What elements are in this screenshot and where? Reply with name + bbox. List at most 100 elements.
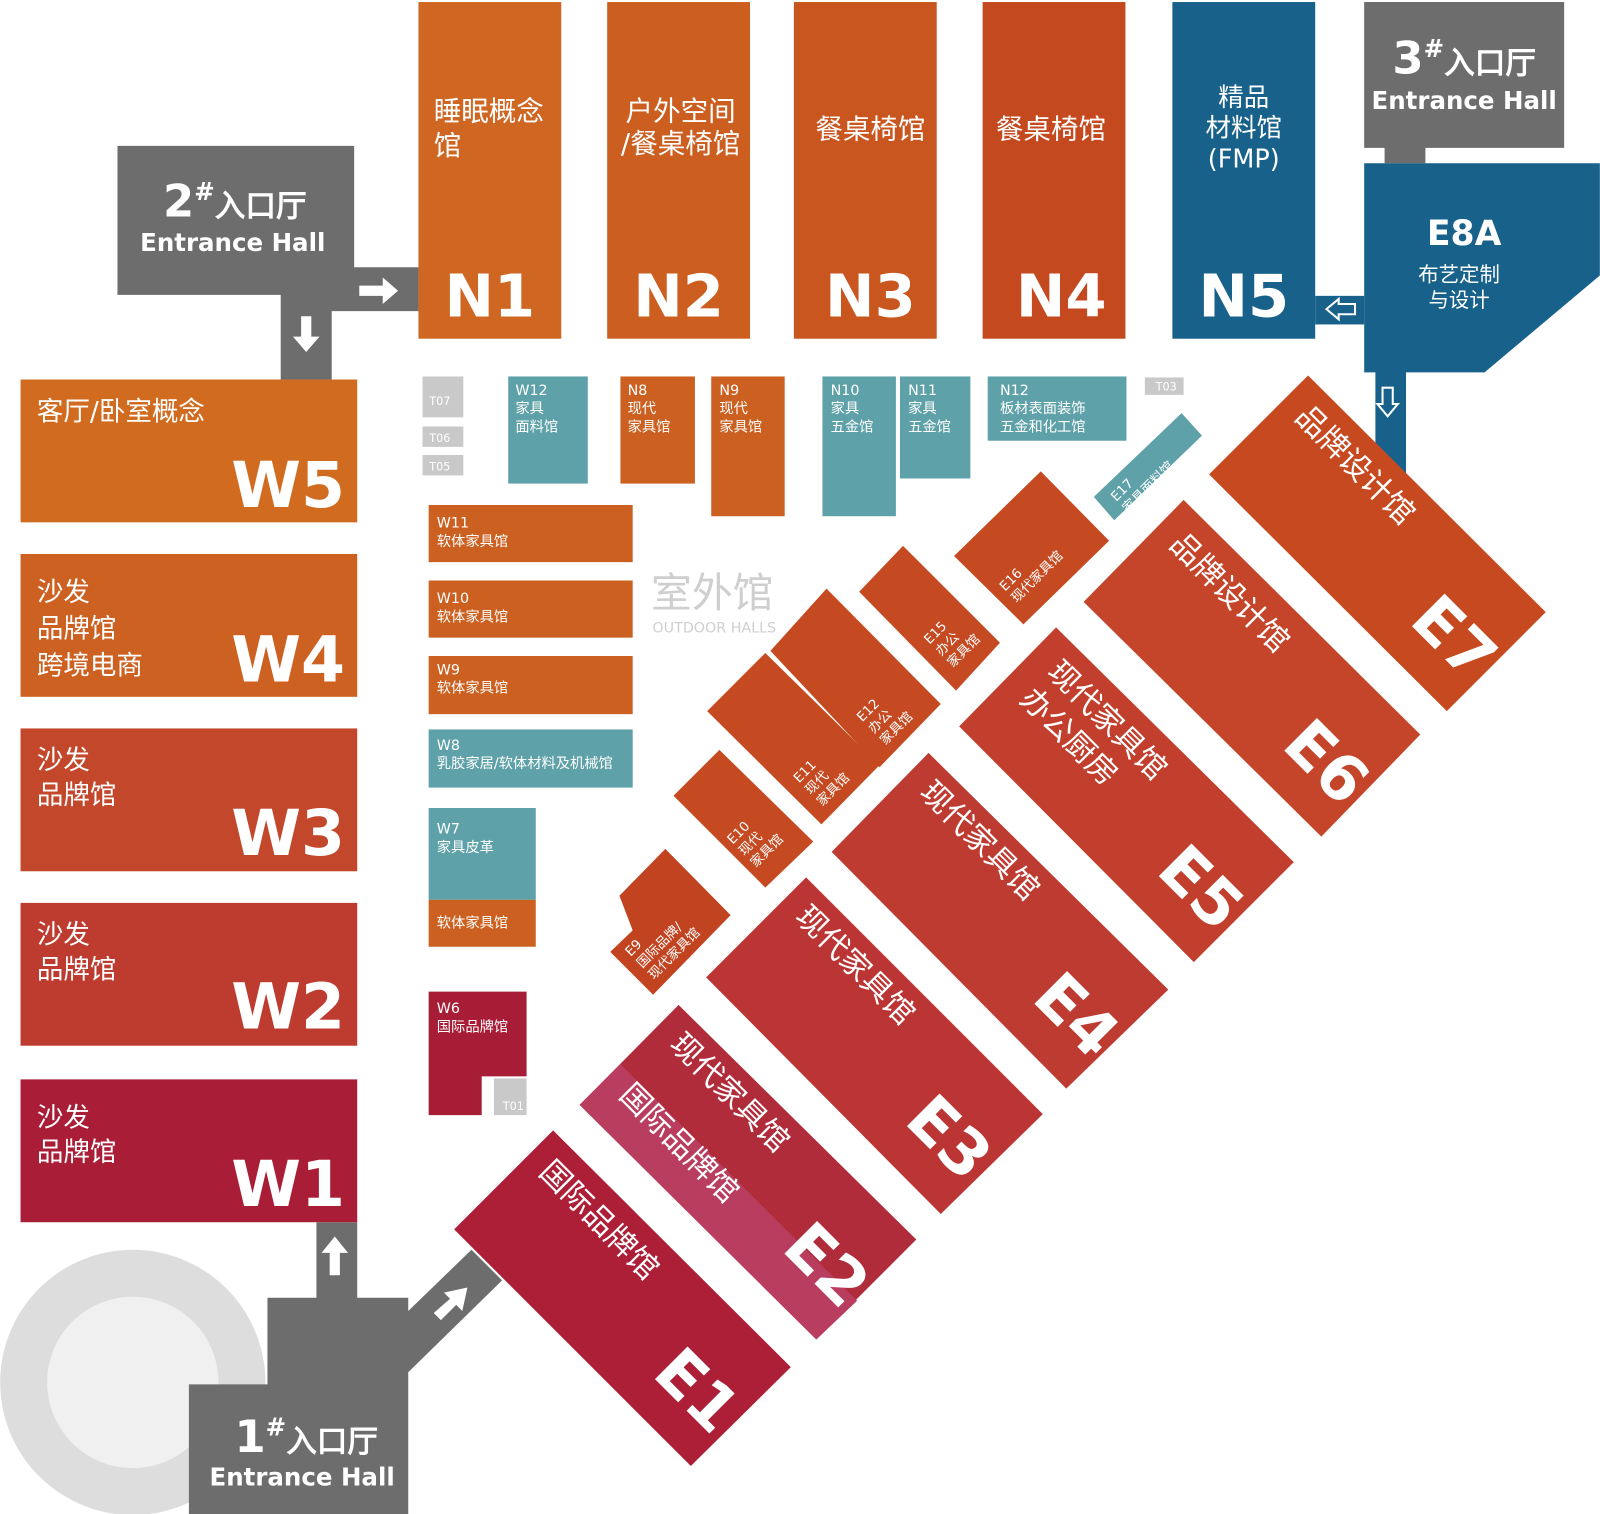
hall: W11 软体家具馆: [428, 505, 633, 563]
hall-shape: [20, 553, 358, 697]
hall-label: 乳胶家居/软体材料及机械馆: [437, 755, 613, 772]
arrow: [1324, 296, 1357, 322]
hall-shape: [20, 1079, 358, 1223]
hall-shape: [1172, 2, 1316, 339]
roundabout: [0, 1249, 266, 1514]
hall-label: 沙发: [37, 1102, 90, 1133]
hall-code: W1: [231, 1147, 345, 1221]
hall-label: N11: [908, 383, 937, 399]
hall-label: N12: [1000, 383, 1029, 399]
hall-shape: [859, 545, 1000, 691]
hall-shape: [610, 848, 731, 995]
entrance-en: Entrance Hall: [210, 1462, 395, 1491]
hall-shape: [428, 580, 633, 638]
hall-shape: [422, 426, 464, 447]
hall-shape: [673, 749, 814, 888]
hall-label: 精品: [1218, 83, 1269, 113]
entrance-name: 入口厅: [215, 189, 307, 224]
hall-shape: [899, 376, 971, 479]
hall-shape: [987, 376, 1127, 441]
hall: T06: [422, 426, 464, 447]
hall-label: 与设计: [1428, 288, 1489, 312]
entrance-title: 3#入口厅: [1392, 31, 1536, 84]
hall-label: N9: [719, 383, 739, 399]
hall-shape: [493, 1078, 527, 1116]
hall-label: 品牌馆: [37, 614, 117, 645]
hall-label: 跨境电商: [37, 650, 143, 681]
hall-label: 板材表面装饰: [1000, 400, 1086, 417]
hall-shape: [831, 752, 1169, 1089]
outdoor-subtitle: OUTDOOR HALLS: [652, 621, 776, 637]
hall-label: 软体家具馆: [437, 533, 508, 550]
outdoor-title: 室外馆: [651, 569, 773, 617]
hall-code: N1: [445, 261, 536, 330]
hall-label: (FMP): [1208, 144, 1280, 174]
entrance-en: Entrance Hall: [1372, 86, 1557, 115]
entrance-name: 入口厅: [286, 1425, 378, 1460]
hall-label: 睡眠概念: [434, 95, 544, 127]
hall-label: 客厅/卧室概念: [37, 396, 205, 427]
hall-label: 五金和化工馆: [1000, 419, 1086, 436]
entrance-number: 3: [1392, 31, 1423, 84]
hall: 餐桌椅馆 N3: [793, 2, 937, 339]
hall: T05: [422, 455, 464, 476]
hall-label: 户外空间: [626, 95, 736, 127]
entrance-1-block: [188, 1222, 503, 1514]
hall-shape: [20, 728, 358, 872]
hall-label: N8: [628, 383, 648, 399]
hall-code: N2: [633, 261, 724, 330]
hall: T01: [493, 1078, 527, 1116]
hall-label: 餐桌椅馆: [996, 114, 1106, 146]
hall-label: 现代: [628, 400, 657, 417]
hall-label: 馆: [434, 130, 462, 162]
hall-shape: [20, 379, 358, 523]
hall-label: 现代: [719, 400, 748, 417]
hall-shape: [428, 899, 536, 947]
hall-label: 软体家具馆: [437, 608, 508, 625]
hall-shape: [706, 877, 1043, 1215]
hall: W9 软体家具馆: [428, 655, 633, 715]
hall-label: T06: [428, 432, 450, 445]
hall-shape: [579, 1004, 917, 1340]
hall: T07: [422, 376, 464, 418]
hall-shape: [770, 588, 941, 768]
hall-label: 布艺定制: [1418, 263, 1500, 287]
hall: 餐桌椅馆 N4: [982, 2, 1126, 339]
hall-label: T07: [428, 395, 450, 408]
hall-label: 五金馆: [831, 419, 874, 436]
hall-shape: [1144, 377, 1184, 395]
hall-label: W6: [437, 1001, 460, 1017]
hall-label: 家具: [515, 400, 544, 417]
hall-label: 品牌馆: [37, 954, 117, 985]
hall-label: 餐桌椅馆: [815, 114, 925, 146]
entrance-name: 入口厅: [1444, 46, 1536, 81]
entrance-sup: #: [194, 177, 215, 206]
hall-label: 家具皮革: [437, 839, 494, 856]
hall-label: 软体家具馆: [437, 914, 508, 931]
hall-label: 家具馆: [628, 419, 671, 436]
hall-shape: [1209, 375, 1546, 712]
hall-label: 五金馆: [908, 419, 951, 436]
hall-shape: [20, 902, 358, 1046]
hall-label: 材料馆: [1206, 114, 1283, 144]
hall: T03: [1144, 377, 1184, 395]
hall: 户外空间/餐桌椅馆 N2: [607, 2, 751, 339]
entrance-title: 1#入口厅: [234, 1410, 378, 1463]
hall-label: 国际品牌馆: [437, 1018, 508, 1035]
hall-shape: [959, 627, 1294, 963]
hall-label: W9: [437, 662, 460, 678]
entrance-number: 2: [163, 174, 194, 227]
hall-code: W4: [231, 623, 345, 697]
hall-shape: [954, 471, 1110, 625]
hall-label: 沙发: [37, 577, 90, 608]
hall-code: W2: [231, 969, 345, 1043]
entrance-title: 2#入口厅: [163, 174, 307, 227]
